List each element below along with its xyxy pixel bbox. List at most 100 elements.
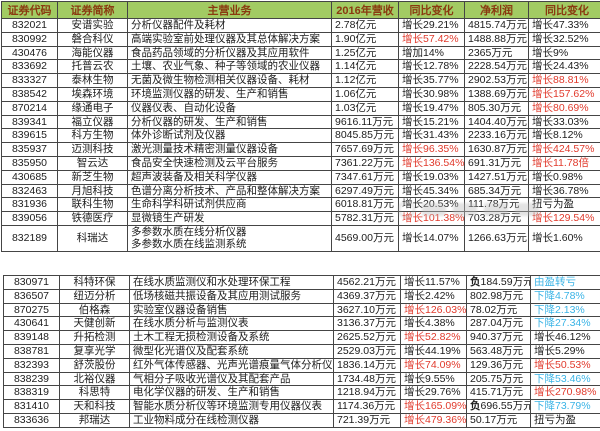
cell-revenue-change: 增长30.98% xyxy=(398,86,465,102)
cell-revenue-change: 增长4.38% xyxy=(400,316,467,332)
table-row: 839341 福立仪器 分析仪器的研发、生产和销售 9616.11万元 增长15.21%… xyxy=(1,114,600,130)
cell-revenue: 721.39万元 xyxy=(333,412,401,428)
table-row: 870275 伯格森 实验室仪器设备销售 3627.10万元 增长126.03% 78.0… xyxy=(3,302,600,318)
cell-profit-change: 由盈转亏 xyxy=(530,274,600,290)
table-row: 830971 科特环保 在线水质监测仪和水处理环保工程 4562.21万元 增长11.5… xyxy=(3,274,600,290)
cell-profit-change: 增长47.33% xyxy=(528,18,600,33)
table-row: 833327 泰林生物 无菌及微生物检测相关仪器设备、耗材 1.12亿元 增长35.77… xyxy=(1,73,600,88)
cell-revenue: 2.78亿元 xyxy=(331,18,399,33)
cell-profit-change: 增长424.57% xyxy=(528,142,600,157)
table-row: 838239 北裕仪器 气相分子吸收光谱仪及其配套产品 1734.48万元 增长9.55… xyxy=(3,371,600,387)
cell-name: 纽迈分析 xyxy=(59,288,130,304)
table-row: 831410 天和科技 智能水质分析仪等环境监测专用仪器仪表 1174.36万元 增长1… xyxy=(3,399,600,414)
cell-profit-change: 增长0.98% xyxy=(528,169,600,185)
table-row: 833692 托普云农 土壤、农业气象、种子等领域的农业仪器 1.14亿元 增长12.7… xyxy=(1,59,600,75)
cell-name: 新芝生物 xyxy=(57,169,128,185)
cell-business: 环境监测仪器的研发、生产和销售 xyxy=(127,86,332,102)
cell-name: 埃森环境 xyxy=(57,86,128,102)
cell-profit-change: 增长129.54% xyxy=(528,211,600,226)
cell-profit-change: 增长80.69% xyxy=(528,100,600,116)
cell-profit-change: 增长24.43% xyxy=(528,59,600,75)
table-row: 832463 月旭科技 色谱分离分析技术、产品和整体解决方案 6297.49万元 增长4… xyxy=(1,183,600,199)
table-row: 832189 科瑞达 多参数水质在线分析仪器 多参数水质在线监测系统 4569.00万… xyxy=(1,224,600,252)
cell-code: 832189 xyxy=(1,224,58,252)
securities-table-bottom: 830971 科特环保 在线水质监测仪和水处理环保工程 4562.21万元 增长11.5… xyxy=(3,274,600,428)
cell-profit: 1404.40万元 xyxy=(464,114,529,130)
cell-revenue: 1.06亿元 xyxy=(331,86,399,102)
cell-revenue: 7361.22万元 xyxy=(331,155,399,171)
cell-code: 870275 xyxy=(3,302,60,318)
cell-profit: 50.17万元 xyxy=(466,412,531,428)
cell-name: 安谱实验 xyxy=(57,18,128,33)
table-row: 430685 新芝生物 超声波装备及相关科学仪器 7347.61万元 增长19.03% 1… xyxy=(1,169,600,185)
table-row: 839615 科方生物 体外诊断试剂及仪器 8045.85万元 增长31.43% 2233… xyxy=(1,128,600,144)
cell-code: 430641 xyxy=(3,316,60,332)
cell-business: 超声波装备及相关科学仪器 xyxy=(127,169,332,185)
cell-profit-change: 增长157.62% xyxy=(528,86,600,102)
cell-revenue-change: 增长9.55% xyxy=(400,371,467,387)
cell-name: 科特环保 xyxy=(59,274,130,290)
cell-code: 839615 xyxy=(1,128,58,144)
cell-name: 科瑞达 xyxy=(57,224,128,252)
cell-profit-change: 下降27.34% xyxy=(530,316,600,332)
cell-name: 舒茨股份 xyxy=(59,357,130,373)
cell-name: 天和科技 xyxy=(59,399,130,414)
cell-profit-change: 扭亏为盈 xyxy=(530,412,600,428)
cell-profit-change: 增长88.81% xyxy=(528,73,600,88)
cell-business: 微型化光谱仪及配套系统 xyxy=(129,343,334,359)
col-header-code: 证券代码 xyxy=(1,1,58,19)
table-row: 430641 天健创新 在线水质分析与监测仪表 3136.37万元 增长4.38% 287… xyxy=(3,316,600,332)
cell-profit: 129.36万元 xyxy=(466,357,531,373)
cell-revenue: 9616.11万元 xyxy=(331,114,399,130)
cell-revenue: 1836.14万元 xyxy=(333,357,401,373)
cell-name: 升拓检测 xyxy=(59,330,130,345)
cell-profit-change: 增长1.60% xyxy=(528,224,600,252)
table-header: 证券代码 证券简称 主营业务 2016年营收 同比变化 净利润 同比变化 xyxy=(1,1,600,19)
cell-name: 科方生物 xyxy=(57,128,128,144)
cell-code: 430685 xyxy=(1,169,58,185)
cell-name: 联科生物 xyxy=(57,197,128,213)
cell-profit: 1388.69万元 xyxy=(464,86,529,102)
cell-revenue-change: 增长20.53% xyxy=(398,197,465,213)
cell-revenue-change: 增长11.57% xyxy=(400,274,467,290)
cell-business: 食品药品领域的分析仪器及其应用软件 xyxy=(127,45,332,61)
cell-business: 分析仪器配件及耗材 xyxy=(127,18,332,33)
cell-code: 833636 xyxy=(3,412,60,428)
cell-name: 复享光学 xyxy=(59,343,130,359)
cell-profit-change: 下降2.13% xyxy=(530,302,600,318)
cell-profit: 负184.59万元 xyxy=(466,274,531,290)
cell-profit: 2233.16万元 xyxy=(464,128,529,144)
cell-code: 833692 xyxy=(1,59,58,75)
cell-code: 838781 xyxy=(3,343,60,359)
cell-business: 实验室仪器设备销售 xyxy=(129,302,334,318)
cell-profit-change: 增长8.12% xyxy=(528,128,600,144)
cell-name: 月旭科技 xyxy=(57,183,128,199)
cell-revenue: 7657.69万元 xyxy=(331,142,399,157)
cell-code: 838319 xyxy=(3,385,60,401)
cell-code: 832021 xyxy=(1,18,58,33)
cell-business: 低场核磁共振设备及其应用测试服务 xyxy=(129,288,334,304)
cell-revenue: 1.25亿元 xyxy=(331,45,399,61)
cell-profit: 负696.55万元 xyxy=(466,399,531,414)
cell-business: 高端实验室前处理仪器及其总体解决方案 xyxy=(127,31,332,47)
cell-business: 无菌及微生物检测相关仪器设备、耗材 xyxy=(127,73,332,88)
cell-profit: 691.31万元 xyxy=(464,155,529,171)
cell-revenue-change: 增长136.54% xyxy=(398,155,465,171)
cell-profit: 2365万元 xyxy=(464,45,529,61)
cell-profit-change: 下降73.79% xyxy=(530,399,600,414)
cell-business: 激光测量技术精密测量仪器设备 xyxy=(127,142,332,157)
cell-code: 839056 xyxy=(1,211,58,226)
header-row: 证券代码 证券简称 主营业务 2016年营收 同比变化 净利润 同比变化 xyxy=(1,1,600,19)
securities-table-top: 证券代码 证券简称 主营业务 2016年营收 同比变化 净利润 同比变化 832… xyxy=(1,1,600,252)
cell-revenue-change: 增长31.43% xyxy=(398,128,465,144)
cell-business: 在线水质分析与监测仪表 xyxy=(129,316,334,332)
cell-code: 830992 xyxy=(1,31,58,47)
cell-revenue-change: 增长45.34% xyxy=(398,183,465,199)
cell-name: 智云达 xyxy=(57,155,128,171)
cell-business: 在线水质监测仪和水处理环保工程 xyxy=(129,274,334,290)
cell-name: 天健创新 xyxy=(59,316,130,332)
cell-name: 福立仪器 xyxy=(57,114,128,130)
col-header-net-profit: 净利润 xyxy=(464,1,529,19)
cell-profit-change: 增长270.98% xyxy=(530,385,600,401)
